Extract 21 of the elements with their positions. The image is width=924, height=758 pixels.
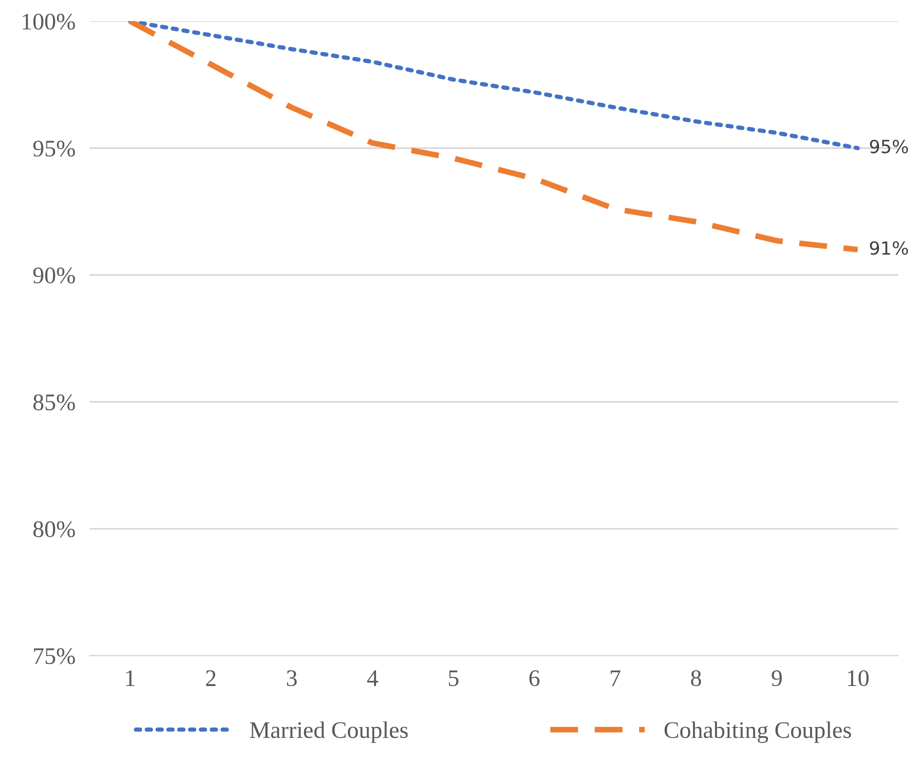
x-tick-label: 8 xyxy=(691,670,702,686)
x-tick-label: 3 xyxy=(286,670,297,686)
data-label: 95% xyxy=(870,140,908,154)
x-tick-label: 7 xyxy=(610,670,620,686)
x-tick-label: 9 xyxy=(772,670,782,686)
line-series xyxy=(128,21,860,150)
x-tick-label: 6 xyxy=(529,670,540,686)
y-tick-label: 90% xyxy=(33,267,75,284)
y-tick-label: 100% xyxy=(22,14,75,30)
y-tick-label: 85% xyxy=(33,394,75,410)
legend-label: Cohabiting Couples xyxy=(664,721,851,743)
x-tick-label: 1 xyxy=(126,670,135,686)
y-tick-label: 80% xyxy=(33,521,75,538)
x-tick-label: 4 xyxy=(367,670,378,686)
x-tick-label: 5 xyxy=(448,670,458,686)
data-label: 91% xyxy=(870,241,908,255)
x-tick-label: 2 xyxy=(206,670,216,686)
legend-label: Married Couples xyxy=(250,721,408,743)
x-tick-label: 10 xyxy=(848,670,869,686)
y-tick-label: 75% xyxy=(34,648,75,664)
y-tick-label: 95% xyxy=(33,140,75,157)
